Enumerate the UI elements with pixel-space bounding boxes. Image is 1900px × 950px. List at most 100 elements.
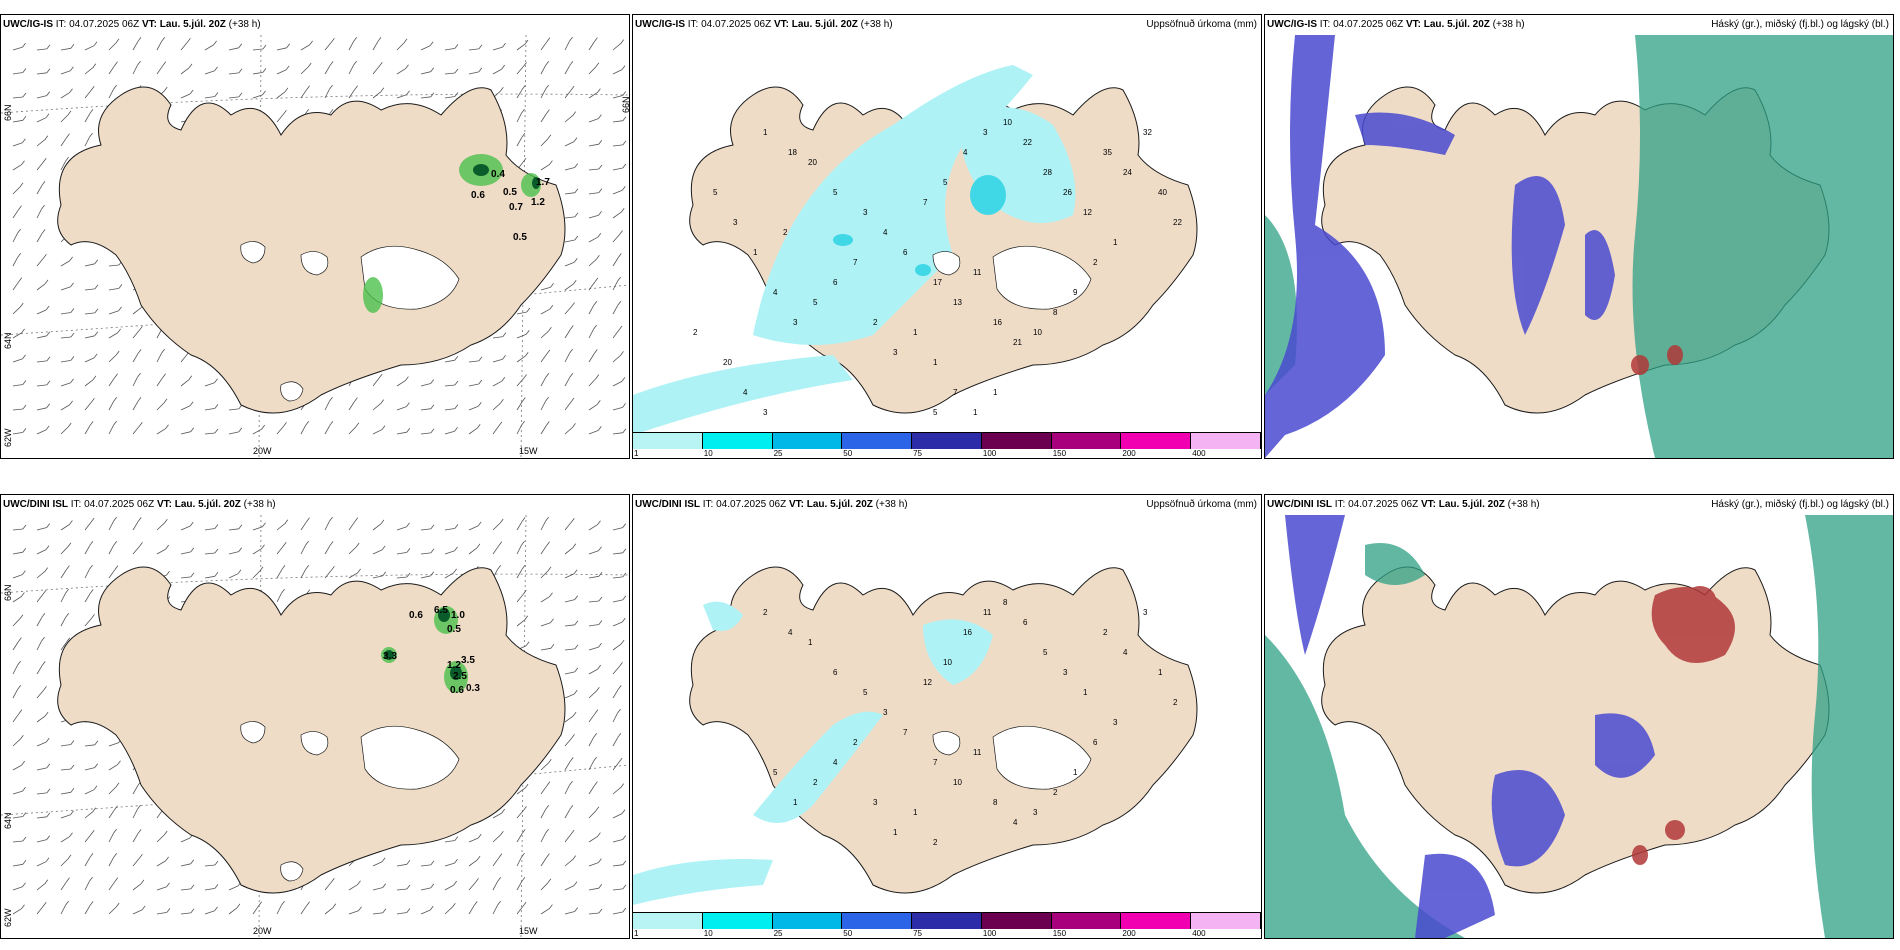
wind-barb (228, 96, 239, 99)
wind-barb-flag (549, 592, 553, 597)
wind-barb-flag (572, 855, 577, 860)
wind-barb-flag (166, 570, 170, 576)
precip-amount: 6 (1093, 738, 1098, 747)
wind-barb-flag (524, 39, 529, 45)
iceland-landmass (57, 566, 566, 894)
wind-barb-flag (620, 783, 625, 788)
wind-barb-flag (89, 589, 94, 594)
precip-amount: 5 (773, 768, 778, 777)
wind-barb-flag (190, 572, 195, 578)
wind-barb (564, 192, 575, 195)
wind-barb (36, 360, 47, 363)
wind-barb (12, 164, 22, 171)
wind-barb (420, 887, 431, 891)
wind-barb (540, 809, 547, 819)
wind-barb-flag (406, 90, 410, 96)
wind-barb (36, 767, 47, 771)
wind-barb (564, 648, 575, 651)
legend-color-box (772, 433, 843, 449)
wind-barb (324, 907, 334, 915)
wind-barb-flag (69, 520, 73, 525)
wind-barb (60, 768, 71, 771)
wind-barb (516, 544, 522, 555)
precip-legend: 1 10 25 50 75 100 150 200 400 (633, 432, 1261, 458)
wind-barb (12, 596, 22, 603)
wind-barb (444, 72, 455, 75)
wind-barb-flag (22, 428, 27, 433)
wind-barb (60, 881, 67, 891)
wind-barb (108, 545, 115, 555)
wind-barb (396, 406, 407, 411)
wind-barb (108, 906, 117, 915)
wind-barb-flag (70, 66, 74, 71)
wind-barb (444, 48, 455, 51)
wind-barb-flag (521, 85, 526, 90)
cloud-low (1265, 35, 1615, 458)
wind-barb (60, 137, 67, 147)
precip-amount: 4 (1013, 818, 1018, 827)
wind-barb (60, 114, 69, 123)
wind-barb (12, 764, 22, 771)
precip-amount: 6 (1023, 618, 1028, 627)
wind-barb (444, 906, 453, 915)
wind-barb-flag (521, 877, 526, 882)
wind-barb (108, 424, 114, 435)
precip-amount: 32 (1143, 128, 1152, 137)
legend-tick: 10 (703, 449, 713, 458)
wind-barb-flag (545, 421, 550, 426)
wind-barb (204, 910, 215, 915)
wind-barb (60, 47, 71, 51)
wind-barb (84, 379, 94, 387)
wind-barb-flag (502, 42, 506, 48)
wind-barb (12, 72, 23, 75)
wind-barb-flag (114, 805, 118, 810)
wind-barb-flag (41, 613, 46, 618)
wind-barb-flag (65, 612, 70, 618)
precip-amount: 4 (963, 148, 968, 157)
wind-barb (156, 377, 163, 387)
wind-barb (108, 88, 114, 99)
lead-time: (+38 h) (860, 19, 893, 30)
wind-barb-flag (114, 877, 119, 883)
wind-barb (588, 353, 595, 363)
wind-barb-flag (22, 860, 27, 865)
wind-barb (108, 332, 118, 339)
wind-barb-flag (114, 373, 118, 378)
precip-amount: 2 (813, 778, 818, 787)
wind-barb (156, 352, 162, 363)
wind-barb (108, 354, 117, 363)
wind-barb-flag (118, 306, 122, 312)
legend-color-box (633, 433, 703, 449)
wind-barb (300, 89, 307, 99)
wind-barb (12, 908, 22, 915)
wind-barb-flag (595, 374, 600, 379)
wind-barb-flag (501, 64, 506, 70)
wind-barb-flag (70, 44, 75, 49)
precip-amount: 2 (763, 608, 768, 617)
wind-barb (564, 859, 573, 867)
wind-barb-flag (140, 879, 145, 885)
precip-amount: 3 (983, 128, 988, 137)
glaciers (240, 721, 460, 882)
precip-amount: 1 (913, 808, 918, 817)
wind-barb (36, 161, 44, 171)
wind-barb-flag (45, 305, 50, 311)
legend-tick: 50 (843, 929, 853, 938)
wind-barb (588, 143, 599, 147)
wind-barb (108, 401, 115, 411)
precip-amount: 13 (953, 298, 962, 307)
wind-barb (108, 742, 119, 747)
wind-barb (564, 738, 572, 747)
wind-barb-flag (18, 709, 23, 715)
precip-amount: 3 (733, 218, 738, 227)
wind-barb-flag (21, 328, 25, 334)
wind-barb-flag (332, 903, 337, 909)
precip-amount: 40 (1158, 188, 1167, 197)
wind-barb-flag (595, 686, 600, 692)
wind-map-panel-dini: UWC/DINI ISL IT: 04.07.2025 06Z VT: Lau.… (0, 494, 630, 939)
wind-barb (84, 811, 94, 819)
wind-barb (300, 521, 307, 531)
wind-barb (84, 288, 95, 291)
wind-barb (204, 382, 215, 387)
wind-barb (612, 643, 622, 651)
